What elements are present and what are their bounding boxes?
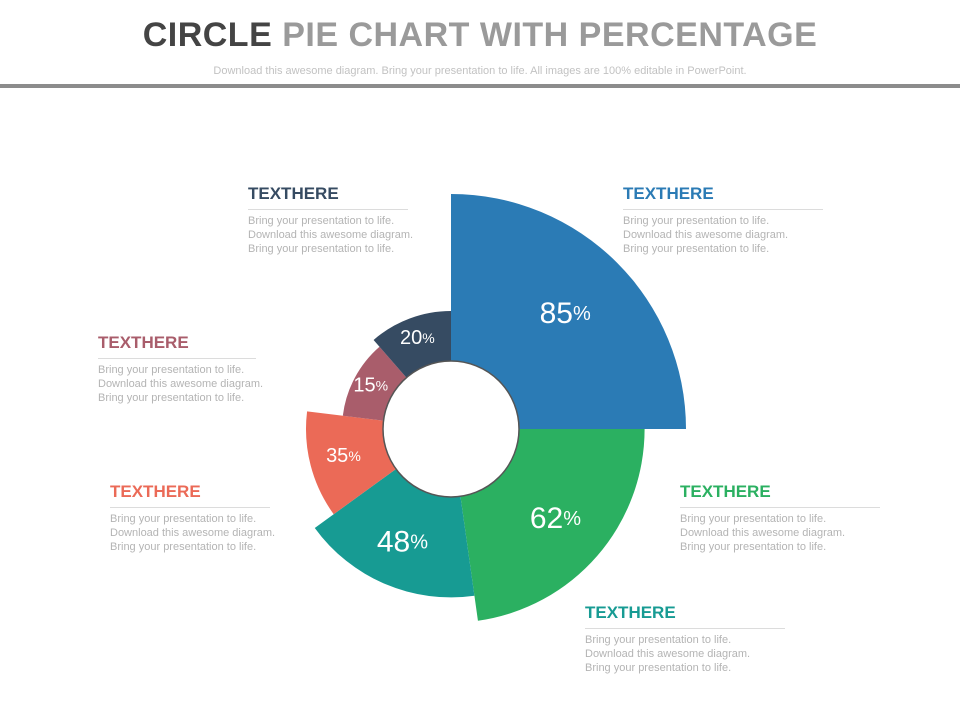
- callout-line: Download this awesome diagram.: [110, 527, 276, 539]
- callout-heading: TEXTHERE: [680, 482, 880, 508]
- pie-value-label: 20%: [400, 327, 435, 349]
- pie-value-label: 62%: [530, 502, 581, 535]
- callout-green: TEXTHERE Bring your presentation to life…: [680, 482, 880, 554]
- pie-slice-20: [373, 311, 451, 378]
- callout-line: Bring your presentation to life.: [98, 364, 245, 376]
- title-part2: PIE CHART WITH PERCENTAGE: [272, 16, 818, 54]
- page-subtitle: Download this awesome diagram. Bring you…: [213, 65, 747, 77]
- page-title: CIRCLE PIE CHART WITH PERCENTAGE: [0, 16, 960, 55]
- title-part1: CIRCLE: [142, 16, 273, 54]
- callout-heading: TEXTHERE: [110, 482, 270, 508]
- pie-value-label: 48%: [377, 525, 428, 558]
- callout-line: Download this awesome diagram.: [623, 229, 789, 241]
- callout-line: Bring your presentation to life.: [623, 243, 770, 255]
- pie-slice-85: [451, 194, 686, 429]
- callout-line: Bring your presentation to life.: [248, 243, 395, 255]
- callout-line: Download this awesome diagram.: [98, 378, 264, 390]
- pie-slice-35: [306, 411, 396, 515]
- callout-line: Bring your presentation to life.: [98, 392, 245, 404]
- callout-line: Bring your presentation to life.: [680, 513, 827, 525]
- callout-blue: TEXTHERE Bring your presentation to life…: [623, 184, 823, 256]
- pie-value-label: 15%: [353, 375, 388, 397]
- callout-heading: TEXTHERE: [248, 184, 408, 210]
- callout-heading: TEXTHERE: [623, 184, 823, 210]
- callout-line: Bring your presentation to life.: [248, 215, 395, 227]
- callout-line: Bring your presentation to life.: [680, 541, 827, 553]
- callout-navy: TEXTHERE Bring your presentation to life…: [248, 184, 414, 256]
- callout-line: Bring your presentation to life.: [585, 662, 732, 674]
- pie-slice-62: [460, 429, 645, 621]
- pie-slice-15: [342, 346, 407, 421]
- pie-value-label: 35%: [326, 445, 361, 467]
- callout-line: Download this awesome diagram.: [248, 229, 414, 241]
- callout-line: Bring your presentation to life.: [585, 634, 732, 646]
- callout-line: Bring your presentation to life.: [110, 513, 257, 525]
- header: CIRCLE PIE CHART WITH PERCENTAGE Downloa…: [0, 0, 960, 92]
- callout-heading: TEXTHERE: [585, 603, 785, 629]
- callout-heading: TEXTHERE: [98, 333, 256, 359]
- pie-value-label: 85%: [540, 297, 591, 330]
- callout-line: Download this awesome diagram.: [585, 648, 751, 660]
- pie-center-hole: [382, 360, 520, 498]
- callout-mauve: TEXTHERE Bring your presentation to life…: [98, 333, 264, 405]
- header-divider: [0, 84, 960, 88]
- callout-line: Download this awesome diagram.: [680, 527, 846, 539]
- callout-line: Bring your presentation to life.: [623, 215, 770, 227]
- callout-line: Bring your presentation to life.: [110, 541, 257, 553]
- callout-teal: TEXTHERE Bring your presentation to life…: [585, 603, 785, 675]
- pie-slice-48: [314, 468, 475, 598]
- callout-coral: TEXTHERE Bring your presentation to life…: [110, 482, 276, 554]
